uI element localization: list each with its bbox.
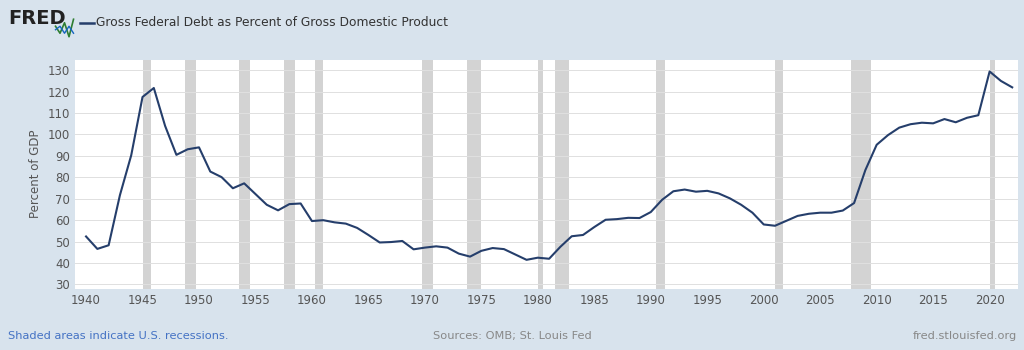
Bar	[284, 60, 295, 289]
Bar	[185, 60, 197, 289]
Text: Shaded areas indicate U.S. recessions.: Shaded areas indicate U.S. recessions.	[8, 331, 228, 341]
Bar	[538, 60, 544, 289]
Text: FRED: FRED	[8, 9, 66, 28]
Text: fred.stlouisfed.org: fred.stlouisfed.org	[912, 331, 1017, 341]
Text: Sources: OMB; St. Louis Fed: Sources: OMB; St. Louis Fed	[432, 331, 592, 341]
Bar	[555, 60, 569, 289]
Bar	[656, 60, 665, 289]
Bar	[142, 60, 151, 289]
Bar	[314, 60, 324, 289]
Text: Gross Federal Debt as Percent of Gross Domestic Product: Gross Federal Debt as Percent of Gross D…	[96, 16, 449, 29]
Bar	[467, 60, 481, 289]
Bar	[422, 60, 433, 289]
Bar	[851, 60, 871, 289]
Bar	[989, 60, 995, 289]
Y-axis label: Percent of GDP: Percent of GDP	[29, 130, 42, 218]
Bar	[239, 60, 250, 289]
Bar	[775, 60, 783, 289]
